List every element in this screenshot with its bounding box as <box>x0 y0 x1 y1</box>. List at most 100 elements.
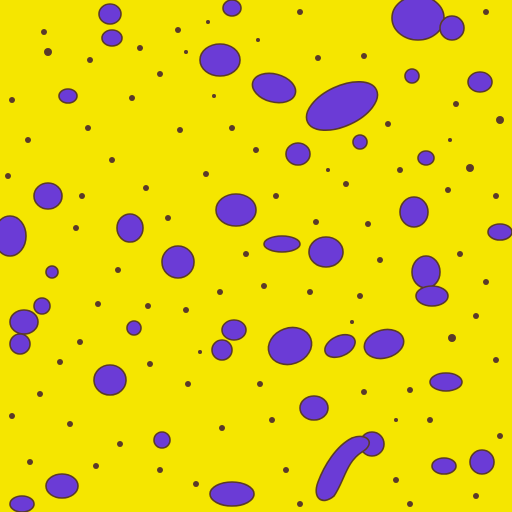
blob <box>10 334 30 354</box>
speck <box>157 467 163 473</box>
speck <box>407 387 413 393</box>
speck <box>5 173 11 179</box>
speck <box>297 9 303 15</box>
speck <box>350 320 354 324</box>
speck <box>229 125 235 131</box>
speck <box>93 463 99 469</box>
speck <box>145 303 151 309</box>
speck <box>203 171 209 177</box>
blob <box>10 310 38 334</box>
speck <box>357 293 363 299</box>
speck <box>109 157 115 163</box>
blob <box>400 197 428 227</box>
speck <box>343 181 349 187</box>
blob <box>440 16 464 40</box>
speck <box>183 307 189 313</box>
speck <box>256 38 260 42</box>
blob <box>10 496 34 512</box>
speck <box>198 350 202 354</box>
blob <box>286 143 310 165</box>
speck <box>466 164 474 172</box>
speck <box>496 116 504 124</box>
blob <box>223 0 241 16</box>
blob <box>117 214 143 242</box>
speck <box>261 283 267 289</box>
speck <box>85 125 91 131</box>
speck <box>137 45 143 51</box>
speck <box>253 147 259 153</box>
speck <box>115 267 121 273</box>
speck <box>407 501 413 507</box>
speck <box>273 193 279 199</box>
blob <box>416 286 448 306</box>
speck <box>143 185 149 191</box>
speck <box>37 391 43 397</box>
blob <box>488 224 512 240</box>
blob <box>154 432 170 448</box>
blob <box>102 30 122 46</box>
blob <box>216 194 256 226</box>
speck <box>79 193 85 199</box>
blob <box>430 373 462 391</box>
speck <box>77 339 83 345</box>
speck <box>448 138 452 142</box>
speck <box>361 389 367 395</box>
speck <box>269 417 275 423</box>
speck <box>185 381 191 387</box>
speck <box>147 361 153 367</box>
blob <box>264 236 300 252</box>
speck <box>243 251 249 257</box>
blob <box>34 298 50 314</box>
speck <box>361 53 367 59</box>
speck <box>493 357 499 363</box>
speck <box>219 425 225 431</box>
speck <box>193 481 199 487</box>
blob <box>392 0 444 40</box>
blob <box>432 458 456 474</box>
blob <box>46 266 58 278</box>
speck <box>217 289 223 295</box>
speck <box>385 121 391 127</box>
blob <box>127 321 141 335</box>
speck <box>497 433 503 439</box>
speck <box>73 225 79 231</box>
blob <box>353 135 367 149</box>
blob <box>412 256 440 288</box>
speck <box>9 97 15 103</box>
blob <box>200 44 240 76</box>
speck <box>27 459 33 465</box>
speck <box>457 251 463 257</box>
speck <box>257 381 263 387</box>
blob <box>470 450 494 474</box>
blob <box>405 69 419 83</box>
speck <box>67 421 73 427</box>
speck <box>445 187 451 193</box>
blob <box>468 72 492 92</box>
speck <box>365 221 371 227</box>
blob <box>46 474 78 498</box>
blob <box>34 183 62 209</box>
speck <box>283 467 289 473</box>
blob <box>212 340 232 360</box>
speck <box>313 219 319 225</box>
speck <box>95 301 101 307</box>
blob <box>300 396 328 420</box>
speck <box>473 313 479 319</box>
speck <box>57 359 63 365</box>
speck <box>493 193 499 199</box>
blob <box>222 320 246 340</box>
blob <box>309 237 343 267</box>
blob <box>418 151 434 165</box>
blob <box>59 89 77 103</box>
blob <box>162 246 194 278</box>
speck <box>44 48 52 56</box>
speck <box>212 94 216 98</box>
speck <box>165 215 171 221</box>
speck <box>9 413 15 419</box>
speck <box>157 71 163 77</box>
speck <box>129 95 135 101</box>
speck <box>41 29 47 35</box>
speck <box>206 20 210 24</box>
blob <box>0 216 26 256</box>
